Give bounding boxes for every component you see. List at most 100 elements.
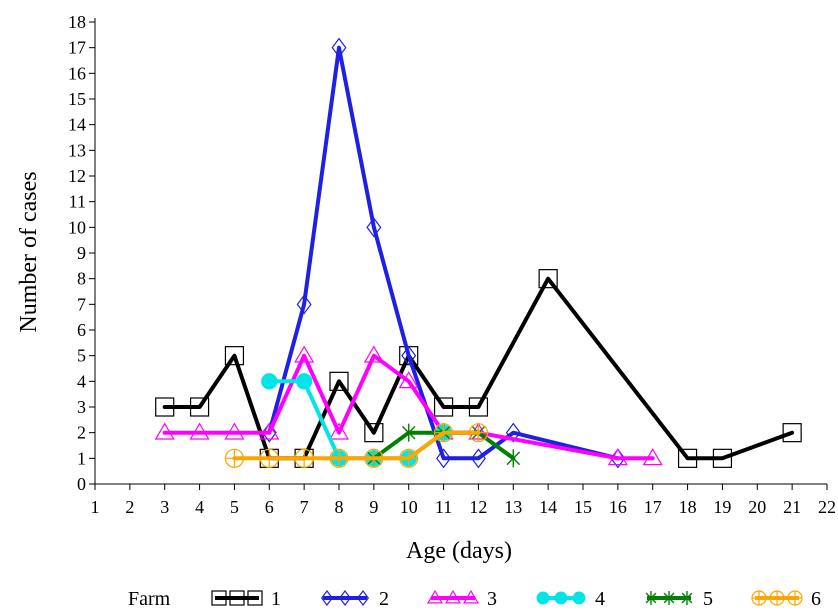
legend-marker bbox=[645, 591, 657, 605]
x-tick-label: 12 bbox=[469, 497, 487, 517]
legend-marker bbox=[229, 590, 245, 606]
x-tick-label: 13 bbox=[504, 497, 522, 517]
y-tick-label: 7 bbox=[77, 294, 86, 314]
y-tick-label: 5 bbox=[77, 346, 86, 366]
data-point bbox=[328, 422, 350, 440]
legend-marker bbox=[769, 590, 785, 606]
y-tick-label: 8 bbox=[77, 269, 86, 289]
x-tick-label: 20 bbox=[748, 497, 766, 517]
data-point bbox=[436, 448, 452, 469]
y-tick-label: 12 bbox=[68, 166, 86, 186]
x-tick-label: 10 bbox=[400, 497, 418, 517]
y-tick-label: 14 bbox=[68, 115, 86, 135]
series-2 bbox=[261, 37, 626, 469]
x-tick-label: 19 bbox=[713, 497, 731, 517]
data-point bbox=[610, 448, 626, 469]
data-point bbox=[538, 269, 558, 289]
data-point bbox=[259, 448, 279, 468]
x-tick-label: 14 bbox=[539, 497, 557, 517]
x-tick-label: 7 bbox=[300, 497, 309, 517]
x-tick-label: 3 bbox=[160, 497, 169, 517]
data-point bbox=[607, 448, 628, 466]
legend-marker bbox=[321, 590, 333, 606]
data-point bbox=[642, 448, 663, 466]
y-tick-label: 6 bbox=[77, 320, 86, 340]
data-point bbox=[433, 423, 454, 443]
data-point bbox=[189, 422, 210, 440]
y-axis-label: Number of cases bbox=[16, 171, 42, 332]
x-tick-label: 6 bbox=[265, 497, 274, 517]
legend-item-6: 6 bbox=[751, 588, 821, 610]
x-tick-label: 8 bbox=[335, 497, 344, 517]
data-point bbox=[261, 422, 277, 443]
y-tick-label: 4 bbox=[77, 371, 86, 391]
y-tick-label: 11 bbox=[69, 192, 86, 212]
data-point bbox=[259, 422, 280, 440]
legend-item-2: 2 bbox=[321, 588, 389, 610]
legend-title: Farm bbox=[128, 588, 171, 609]
x-tick-label: 11 bbox=[435, 497, 452, 517]
data-point bbox=[505, 422, 521, 443]
x-tick-label: 5 bbox=[230, 497, 239, 517]
series-6 bbox=[224, 423, 489, 468]
x-tick-label: 16 bbox=[609, 497, 627, 517]
data-point bbox=[154, 422, 175, 440]
data-point bbox=[294, 345, 315, 363]
y-tick-label: 15 bbox=[68, 89, 86, 109]
legend-item-1: 1 bbox=[211, 588, 281, 610]
legend-marker bbox=[247, 590, 263, 606]
x-tick-label: 22 bbox=[818, 497, 836, 517]
data-point bbox=[296, 294, 312, 315]
x-tick-label: 18 bbox=[679, 497, 697, 517]
y-tick-label: 0 bbox=[77, 474, 86, 494]
legend-marker bbox=[681, 591, 693, 605]
legend-label: 5 bbox=[703, 588, 713, 609]
legend-marker bbox=[357, 590, 369, 606]
y-tick-label: 3 bbox=[77, 397, 86, 417]
x-tick-label: 15 bbox=[574, 497, 592, 517]
data-point bbox=[468, 397, 489, 417]
data-point bbox=[331, 37, 347, 58]
data-point bbox=[712, 448, 733, 468]
legend-marker bbox=[444, 589, 462, 604]
y-tick-label: 1 bbox=[77, 448, 86, 468]
y-tick-label: 2 bbox=[77, 423, 86, 443]
legend-marker bbox=[663, 591, 675, 605]
data-point bbox=[295, 373, 313, 390]
legend-marker bbox=[554, 591, 568, 605]
x-tick-label: 21 bbox=[783, 497, 801, 517]
legend: Farm 1 2 3 4 5 6 bbox=[128, 588, 821, 610]
x-tick-label: 9 bbox=[369, 497, 378, 517]
data-point bbox=[329, 371, 349, 391]
data-point bbox=[782, 423, 802, 443]
x-axis-label: Age (days) bbox=[406, 538, 512, 564]
series-line-1 bbox=[162, 276, 795, 461]
legend-item-3: 3 bbox=[426, 588, 497, 610]
y-tick-label: 10 bbox=[68, 217, 86, 237]
series-line-2 bbox=[267, 45, 620, 461]
legend-marker bbox=[462, 589, 480, 604]
data-point bbox=[155, 397, 175, 417]
data-point bbox=[399, 448, 419, 468]
legend-label: 6 bbox=[811, 588, 821, 609]
series-layer bbox=[154, 37, 802, 469]
x-tick-label: 17 bbox=[644, 497, 662, 517]
data-point bbox=[189, 397, 210, 417]
y-tick-label: 16 bbox=[68, 63, 86, 83]
legend-item-4: 4 bbox=[536, 588, 605, 610]
legend-label: 3 bbox=[487, 588, 497, 609]
data-point bbox=[364, 423, 384, 443]
data-point bbox=[468, 423, 489, 443]
x-tick-label: 2 bbox=[125, 497, 134, 517]
legend-marker bbox=[536, 591, 550, 605]
data-point bbox=[224, 448, 245, 468]
y-tick-label: 13 bbox=[68, 140, 86, 160]
data-point bbox=[224, 422, 245, 440]
legend-marker bbox=[751, 590, 767, 606]
y-tick-label: 17 bbox=[68, 38, 86, 58]
data-point bbox=[398, 371, 419, 389]
legend-label: 4 bbox=[595, 588, 605, 609]
legend-marker bbox=[572, 591, 586, 605]
